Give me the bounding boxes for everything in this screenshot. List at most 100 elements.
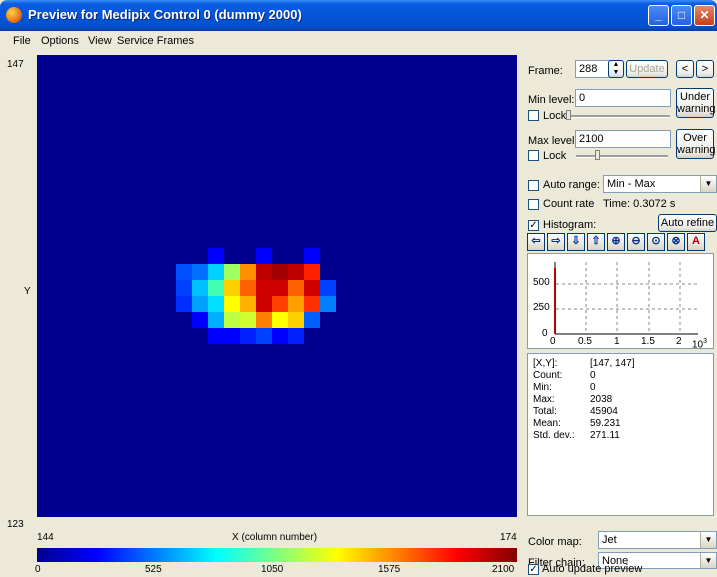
- auto-update-label: Auto update preview: [542, 563, 643, 575]
- max-level-input[interactable]: 2100: [575, 130, 671, 148]
- menu-bar: [0, 31, 717, 52]
- stat-key: [X,Y]:: [533, 358, 558, 369]
- zoom-fit-icon[interactable]: ⊙: [647, 233, 665, 251]
- menu-file[interactable]: File: [13, 35, 31, 47]
- image-pixel: [272, 280, 288, 296]
- histogram-y-tick: 0: [542, 328, 548, 339]
- histogram-plot: [527, 253, 714, 349]
- image-pixel: [256, 248, 272, 264]
- image-pixel: [208, 328, 224, 344]
- histogram-x-tick: 0: [550, 336, 556, 347]
- next-frame-button[interactable]: >: [696, 60, 714, 78]
- filter-chain-select[interactable]: None: [598, 552, 717, 569]
- min-level-input[interactable]: 0: [575, 89, 671, 107]
- auto-refine-button[interactable]: Auto refine: [658, 214, 717, 232]
- image-pixel: [288, 296, 304, 312]
- histogram-x-tick: 2: [676, 336, 682, 347]
- title-bar[interactable]: [0, 0, 717, 31]
- stat-key: Mean:: [533, 418, 561, 429]
- maximize-button[interactable]: □: [671, 5, 692, 26]
- menu-view[interactable]: View: [88, 35, 112, 47]
- close-button[interactable]: ✕: [694, 5, 715, 26]
- stat-key: Count:: [533, 370, 563, 381]
- minimize-button[interactable]: _: [648, 5, 669, 26]
- zoom-out-icon[interactable]: ⊖: [627, 233, 645, 251]
- count-rate-label: Count rate: [543, 198, 595, 210]
- zoom-in-icon[interactable]: ⊕: [607, 233, 625, 251]
- x-axis-right-label: 174: [500, 532, 517, 543]
- y-axis-label: Y: [24, 286, 31, 297]
- image-pixel: [224, 296, 240, 312]
- image-pixel: [240, 264, 256, 280]
- image-pixel: [240, 296, 256, 312]
- min-level-slider-thumb[interactable]: [566, 110, 571, 120]
- chevron-down-icon[interactable]: ▼: [700, 176, 716, 192]
- image-pixel: [272, 312, 288, 328]
- image-pixel: [320, 296, 336, 312]
- max-lock-label: Lock: [543, 150, 567, 162]
- colorbar-tick: 525: [145, 564, 162, 575]
- pan-right-icon[interactable]: ⇨: [547, 233, 565, 251]
- auto-range-checkbox[interactable]: [528, 180, 539, 191]
- histogram-label: Histogram:: [543, 219, 597, 231]
- image-pixel: [288, 280, 304, 296]
- zoom-reset-icon[interactable]: ⊗: [667, 233, 685, 251]
- image-pixel: [320, 280, 336, 296]
- chevron-down-icon[interactable]: ▼: [700, 532, 716, 548]
- stat-value: 2038: [590, 394, 613, 405]
- color-map-label: Color map:: [528, 536, 582, 548]
- over-warning-button[interactable]: Over warning: [676, 129, 716, 159]
- menu-options[interactable]: Options: [41, 35, 79, 47]
- pan-left-icon[interactable]: ⇦: [527, 233, 545, 251]
- chevron-down-icon[interactable]: ▼: [700, 553, 716, 568]
- count-rate-checkbox[interactable]: [528, 199, 539, 210]
- max-level-label: Max level:: [528, 135, 578, 147]
- menu-service-frames[interactable]: Service Frames: [117, 35, 195, 47]
- statistics-panel: [X,Y]: [147, 147] Count: 0 Min: 0 Max: 2…: [527, 353, 714, 516]
- max-level-slider[interactable]: [576, 155, 668, 158]
- pan-up-icon[interactable]: ⇧: [587, 233, 605, 251]
- update-button[interactable]: Update: [626, 60, 668, 78]
- colorbar-tick: 2100: [492, 564, 515, 575]
- pan-down-icon[interactable]: ⇩: [567, 233, 585, 251]
- image-pixel: [288, 264, 304, 280]
- stat-value: 0: [590, 370, 596, 381]
- image-pixel: [176, 264, 192, 280]
- min-lock-checkbox[interactable]: [528, 110, 539, 121]
- detector-image[interactable]: [37, 55, 517, 517]
- max-level-slider-thumb[interactable]: [595, 150, 600, 160]
- under-warning-button[interactable]: Under warning: [676, 88, 716, 118]
- image-pixel: [176, 296, 192, 312]
- image-pixel: [304, 296, 320, 312]
- x-axis-left-label: 144: [37, 532, 54, 543]
- image-pixel: [272, 328, 288, 344]
- autoscale-icon[interactable]: A: [687, 233, 705, 251]
- stat-key: Std. dev.:: [533, 430, 575, 441]
- image-pixel: [272, 264, 288, 280]
- image-pixel: [304, 248, 320, 264]
- image-pixel: [256, 328, 272, 344]
- histogram-x-tick: 1.5: [641, 336, 655, 347]
- histogram-checkbox[interactable]: ✓: [528, 220, 539, 231]
- image-pixel: [208, 248, 224, 264]
- histogram-y-tick: 250: [533, 302, 550, 313]
- histogram-svg: [554, 262, 698, 335]
- color-map-select[interactable]: Jet: [598, 531, 717, 549]
- min-level-slider[interactable]: [566, 115, 670, 118]
- image-pixel: [176, 280, 192, 296]
- image-pixel: [288, 312, 304, 328]
- max-lock-checkbox[interactable]: [528, 150, 539, 161]
- frame-number-input[interactable]: 288: [575, 60, 615, 78]
- image-pixel: [224, 328, 240, 344]
- auto-update-checkbox[interactable]: ✓: [528, 564, 539, 575]
- min-level-label: Min level:: [528, 94, 575, 106]
- auto-range-select[interactable]: Min - Max: [603, 175, 717, 193]
- image-pixel: [192, 296, 208, 312]
- window-title: Preview for Medipix Control 0 (dummy 200…: [28, 7, 302, 22]
- previous-frame-button[interactable]: <: [676, 60, 694, 78]
- frame-spin-button[interactable]: ▲ ▼: [608, 60, 624, 78]
- image-pixel: [208, 312, 224, 328]
- image-pixel: [304, 312, 320, 328]
- image-pixel: [304, 280, 320, 296]
- colorbar-tick: 0: [35, 564, 41, 575]
